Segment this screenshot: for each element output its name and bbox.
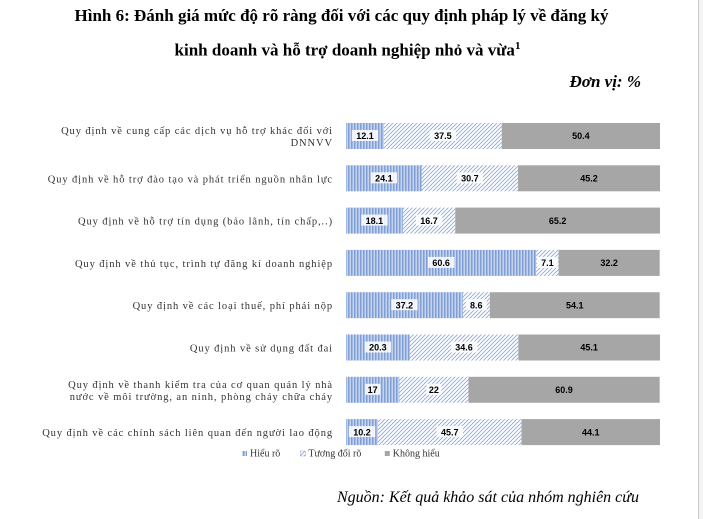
data-label: 60.6 (432, 258, 450, 268)
bar-segment (501, 123, 660, 149)
bar-segment (518, 165, 660, 192)
category-label: Quy định về các loại thuế, phí phải nộp (133, 301, 333, 312)
data-label: 24.1 (375, 174, 393, 184)
category-label-line: Quy định về hỗ trợ tín dụng (bảo lãnh, t… (78, 217, 333, 228)
data-label: 34.6 (455, 343, 473, 353)
data-label-bg (370, 172, 398, 184)
data-label: 65.2 (549, 216, 567, 226)
category-label-line: Quy định về các chính sách liên quan đến… (42, 428, 333, 439)
legend-label: Tương đối rõ (308, 449, 361, 460)
data-label: 17 (368, 385, 378, 395)
category-label: Quy định về hỗ trợ tín dụng (bảo lãnh, t… (78, 217, 333, 228)
data-label-bg (537, 256, 558, 268)
legend: Hiểu rõ Tương đối rõ Không hiểu (242, 449, 440, 460)
data-label-bg (364, 341, 392, 353)
data-label: 16.7 (420, 216, 438, 226)
data-label: 37.5 (434, 131, 452, 141)
data-label-bg (465, 299, 487, 311)
source-note: Nguồn: Kết quả khảo sát của nhóm nghiên … (336, 489, 639, 506)
data-label: 50.4 (572, 131, 590, 141)
data-label-bg (450, 341, 478, 353)
category-label: Quy định về thanh kiểm tra của cơ quan q… (68, 380, 333, 403)
legend-label: Không hiểu (393, 449, 440, 460)
data-label: 37.2 (396, 300, 414, 310)
category-label: Quy định về cung cấp các dịch vụ hỗ trợ … (61, 126, 333, 149)
data-label: 45.1 (580, 343, 598, 353)
data-label-bg (361, 214, 388, 226)
bar-segment (455, 207, 660, 234)
unit-label: Đơn vị: % (569, 72, 641, 91)
bar-segment (518, 334, 660, 361)
data-label-bg (391, 299, 418, 311)
data-label: 7.1 (541, 258, 554, 268)
bar-segment (468, 376, 660, 403)
data-label: 54.1 (566, 300, 584, 310)
data-label: 60.9 (555, 385, 573, 395)
data-label: 44.1 (582, 427, 600, 437)
data-label-bg (436, 426, 463, 438)
category-label-line: Quy định về thủ tục, trình tự đăng kí do… (75, 259, 333, 270)
category-label: Quy định về hỗ trợ đào tạo và phát triển… (48, 174, 333, 185)
data-label: 45.2 (580, 174, 598, 184)
data-label-bg (426, 383, 442, 395)
data-label: 8.6 (470, 300, 483, 310)
data-labels: 12.1 37.5 50.4 24.1 30.7 45.2 18.1 16.7 65.2 60.6… (348, 130, 618, 438)
data-label-bg (348, 426, 376, 438)
title-footnote-marker: 1 (514, 40, 521, 52)
legend-label: Hiểu rõ (250, 449, 280, 460)
legend-swatch (384, 451, 390, 456)
data-label: 20.3 (369, 343, 387, 353)
category-label: Quy định về các chính sách liên quan đến… (42, 428, 333, 439)
category-label-line: Quy định về thanh kiểm tra của cơ quan q… (68, 380, 333, 391)
data-label-bg (427, 256, 455, 268)
bar-segment (489, 292, 660, 319)
category-labels: Quy định về cung cấp các dịch vụ hỗ trợ … (42, 126, 333, 439)
chart-title-line-2: kinh doanh và hỗ trợ doanh nghiệp nhỏ và… (0, 40, 699, 61)
data-label-bg (365, 383, 381, 395)
category-label: Quy định về thủ tục, trình tự đăng kí do… (75, 259, 333, 270)
data-label: 45.7 (441, 427, 459, 437)
stacked-bar-chart: Quy định về cung cấp các dịch vụ hỗ trợ … (42, 123, 660, 460)
data-label: 22 (429, 385, 439, 395)
data-label: 10.2 (353, 427, 371, 437)
data-label: 30.7 (461, 174, 479, 184)
chart-title-line-1: Hình 6: Đánh giá mức độ rõ ràng đối với … (74, 6, 609, 25)
category-label-line: DNNVV (291, 138, 333, 149)
legend-swatch (300, 450, 306, 457)
data-label-bg (351, 130, 379, 141)
data-label: 18.1 (366, 216, 384, 226)
category-label-line: Quy định về cung cấp các dịch vụ hỗ trợ … (61, 126, 333, 137)
data-label-bg (456, 172, 484, 184)
page-edge (698, 0, 703, 519)
bars (346, 123, 660, 446)
category-label-line: nước về môi trường, an ninh, phòng cháy … (70, 392, 333, 403)
bar-segment (521, 419, 660, 446)
data-label: 32.2 (600, 258, 618, 268)
category-label: Quy định về sử dụng đất đai (190, 344, 333, 355)
data-label-bg (415, 214, 443, 226)
bar-segment (558, 249, 660, 276)
chart-title-line-2-text: kinh doanh và hỗ trợ doanh nghiệp nhỏ và… (174, 40, 515, 60)
data-label: 12.1 (356, 131, 374, 141)
data-label-bg (429, 130, 457, 141)
legend-swatch (242, 451, 247, 456)
category-label-line: Quy định về hỗ trợ đào tạo và phát triển… (48, 174, 333, 185)
category-label-line: Quy định về sử dụng đất đai (190, 344, 333, 355)
category-label-line: Quy định về các loại thuế, phí phải nộp (133, 301, 333, 312)
